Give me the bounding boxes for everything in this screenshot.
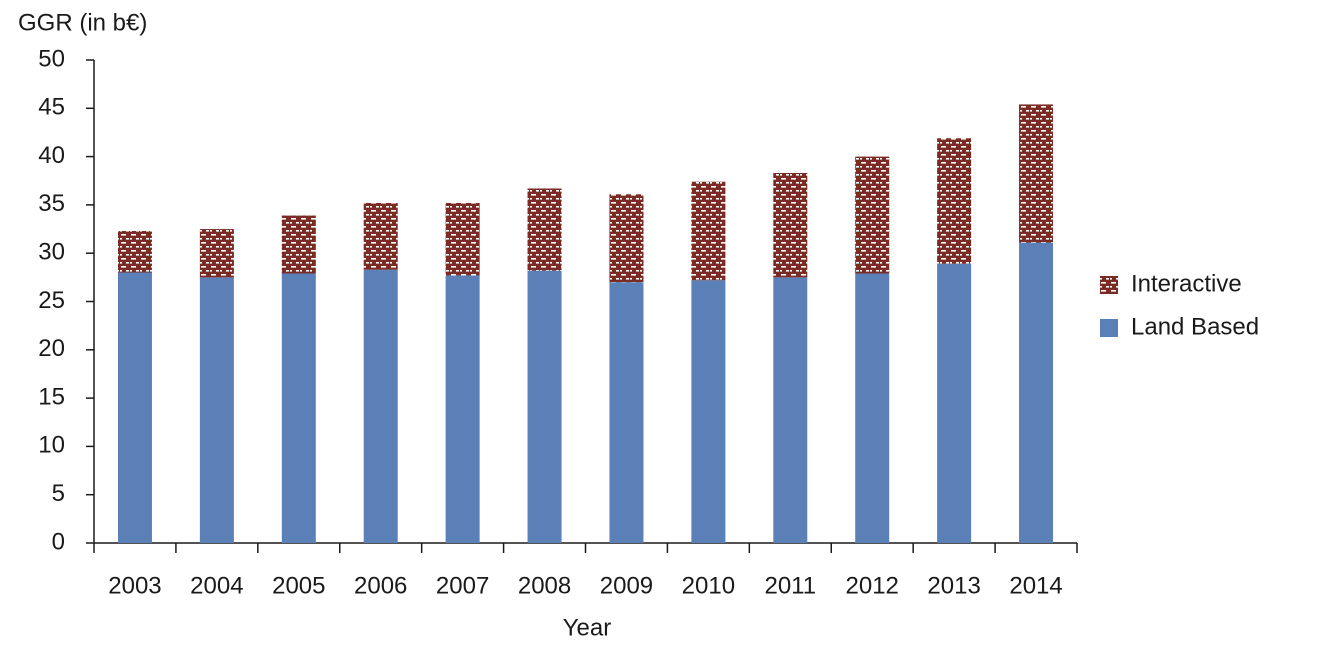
y-tick-label: 25 [38,287,65,314]
bar-segment [445,275,480,543]
x-tick-label: 2003 [108,572,161,599]
x-tick-label: 2014 [1009,572,1062,599]
x-tick-label: 2006 [354,572,407,599]
x-tick-label: 2011 [764,572,816,599]
y-axis-title: GGR (in b€) [18,9,147,36]
x-tick-label: 2004 [190,572,243,599]
legend-swatch [1100,319,1118,337]
x-tick-label: 2009 [600,572,653,599]
y-tick-label: 45 [38,94,65,121]
x-tick-label: 2010 [682,572,735,599]
y-tick-label: 20 [38,335,65,362]
legend-label: Land Based [1131,313,1259,340]
bar-segment [363,269,398,543]
x-tick-label: 2005 [272,572,325,599]
bar-segment [117,272,152,543]
bar-segment [691,181,726,281]
bar-segment [199,277,234,543]
bar-segment [281,215,316,274]
y-tick-label: 30 [38,239,65,266]
y-tick-label: 5 [52,480,65,507]
x-tick-label: 2013 [927,572,980,599]
x-tick-label: 2007 [436,572,489,599]
bar-segment [773,277,808,543]
y-tick-label: 10 [38,432,65,459]
y-tick-label: 0 [52,528,65,555]
bar-segment [691,280,726,543]
bar-segment [363,202,398,270]
bar-segment [527,188,562,271]
bar-segment [609,282,644,543]
legend-swatch [1100,276,1118,294]
bar-segment [1019,242,1054,543]
bar-segment [199,229,234,278]
bar-segment [281,273,316,543]
bar-segment [773,173,808,278]
bar-segment [937,138,972,264]
bar-segment [937,263,972,543]
x-tick-label: 2008 [518,572,571,599]
y-tick-label: 15 [38,383,65,410]
y-tick-label: 40 [38,142,65,169]
legend-label: Interactive [1131,270,1242,297]
bar-segment [855,273,890,543]
y-tick-label: 35 [38,190,65,217]
bar-segment [855,156,890,274]
x-axis-title: Year [563,614,612,641]
bar-segment [117,230,152,273]
bar-segment [1019,104,1054,243]
bar-segment [445,202,480,276]
bar-segment [527,270,562,543]
y-tick-label: 50 [38,45,65,72]
bar-segment [609,194,644,283]
x-tick-label: 2012 [846,572,899,599]
